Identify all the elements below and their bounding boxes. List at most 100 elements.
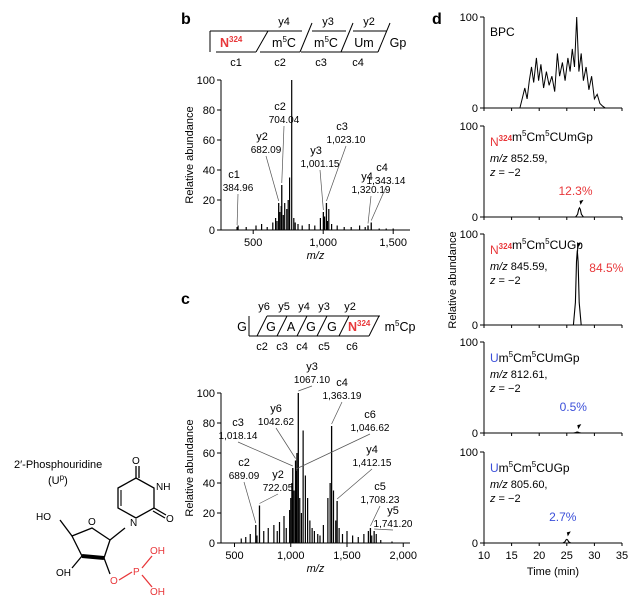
y-ion: y2 [344, 301, 356, 313]
trace-name-prefix: N [490, 135, 499, 149]
y-tick-label: 0 [472, 538, 478, 550]
y-ion: y6 [258, 301, 270, 313]
x-tick-label: 1,500 [333, 550, 361, 562]
trace-percent: 2.7% [549, 510, 577, 524]
y-axis-label: Relative abundance [184, 106, 196, 203]
x-tick-label: 1,000 [309, 237, 337, 249]
leader-c4 [331, 401, 343, 425]
p-oh-bond-2 [141, 574, 153, 588]
leader-y2 [265, 155, 280, 202]
y-ion: y5 [278, 301, 290, 313]
fragment-cut [316, 315, 328, 337]
fragment-cut [256, 315, 268, 337]
y-tick-label: 60 [203, 448, 215, 460]
trace-percent: 12.3% [558, 184, 592, 198]
mz-label-c2: 689.09 [229, 471, 260, 482]
phos-bond [118, 571, 133, 581]
trace-name-m: m [499, 351, 509, 365]
z-label: z [489, 383, 496, 395]
mz-value: 812.61, [508, 369, 548, 381]
trace-name-part: C [513, 351, 522, 365]
atom-p: P [133, 567, 140, 578]
mz-label-y3: 1067.10 [294, 375, 331, 386]
trace-percent: 84.5% [589, 261, 623, 275]
fragment-cut [276, 315, 288, 337]
trace-name: Um5Cm5CUGp [490, 460, 570, 475]
ion-label-c4: c4 [376, 162, 388, 174]
ion-label-y2: y2 [256, 131, 268, 143]
y-tick-label: 0 [472, 320, 478, 332]
trace-name-five: 5 [545, 237, 550, 246]
leader-y5 [374, 528, 394, 531]
fragment-cut [368, 315, 380, 337]
leader-y6 [275, 427, 296, 459]
trace-line [484, 538, 622, 544]
y-tick-label: 60 [203, 135, 215, 147]
carbonyl-bond-right-2 [152, 510, 166, 519]
c-ion: c2 [274, 57, 286, 69]
mz-label-c6: 1,046.62 [351, 423, 390, 434]
mz-label-y3: 1,001.15 [301, 159, 340, 170]
trace-name-part: C [526, 130, 535, 144]
trace-line [484, 250, 622, 326]
trace-name: N324m5Cm5CUGp [490, 237, 583, 257]
residue-3-sup: 5 [324, 35, 329, 44]
y-tick-label: 0 [472, 212, 478, 224]
spectrum-c: 0 20 40 60 80 100 500 1,000 1,500 2,000 m/z Relativ… [184, 361, 417, 575]
trace-name-part: C [513, 461, 522, 475]
mz-label: m/z [490, 369, 508, 381]
residue-2: m5C [272, 35, 296, 50]
mz-label-c3: 1,018.14 [219, 431, 258, 442]
mz-label-c4: 1,343.14 [367, 176, 406, 187]
c-ion: c3 [315, 57, 327, 69]
molecule-abbr: (Up) [48, 473, 68, 487]
mz-label: m/z [490, 479, 508, 491]
x-axis-label: m/z [307, 563, 325, 575]
c-ion: c4 [296, 341, 308, 353]
ion-label-y3: y3 [306, 361, 318, 373]
peak-arrow [577, 424, 582, 430]
residue-n: N324 [220, 35, 243, 50]
trace-z: z = −2 [489, 167, 521, 179]
ion-label-y6: y6 [270, 403, 282, 415]
y-axis-label: Relative abundance [184, 419, 196, 516]
trace-name-sup: 324 [499, 242, 513, 251]
ion-label-c2: c2 [274, 101, 286, 113]
residue-n: N324 [348, 319, 371, 334]
y-axis-label: Relative abundance [447, 231, 459, 328]
x-tick-label: 500 [225, 550, 243, 562]
z-value: = −2 [496, 493, 521, 505]
ion-label-y3: y3 [310, 145, 322, 157]
mz-label-y5: 1,741.20 [374, 519, 413, 530]
residue-3-b: C [329, 36, 338, 50]
y-tick-label: 100 [460, 337, 478, 349]
residue-suffix: m5Cp [385, 319, 416, 334]
trace-name-five: 5 [522, 129, 527, 138]
fragment-cut [340, 22, 354, 53]
leader-c1 [236, 193, 239, 226]
ion-label-y5: y5 [387, 505, 399, 517]
y-tick-label: 20 [203, 195, 215, 207]
mz-label-c1: 384.96 [223, 183, 254, 194]
trace-name-part: CUmGp [550, 130, 594, 144]
peak-arrow [577, 242, 582, 248]
z-label: z [489, 275, 496, 287]
x-tick-label: 1,000 [277, 550, 305, 562]
residue-4: G [327, 320, 337, 334]
x-tick-label: 2,000 [389, 550, 417, 562]
residue-suffix-b: Cp [399, 320, 415, 334]
mz-label-c4: 1,363.19 [323, 391, 362, 402]
trace-name-part: C [526, 238, 535, 252]
x-tick-label: 1,500 [379, 237, 407, 249]
residue-4: Um [354, 36, 373, 50]
mz-value: 845.59, [508, 261, 548, 273]
y-tick-label: 100 [460, 447, 478, 459]
trace-name-m: m [535, 130, 545, 144]
leader-c4 [370, 186, 387, 221]
y-ion: y2 [363, 16, 375, 28]
c-ion: c4 [352, 57, 364, 69]
y-tick-label: 0 [209, 538, 215, 550]
ion-label-y4: y4 [361, 171, 373, 183]
